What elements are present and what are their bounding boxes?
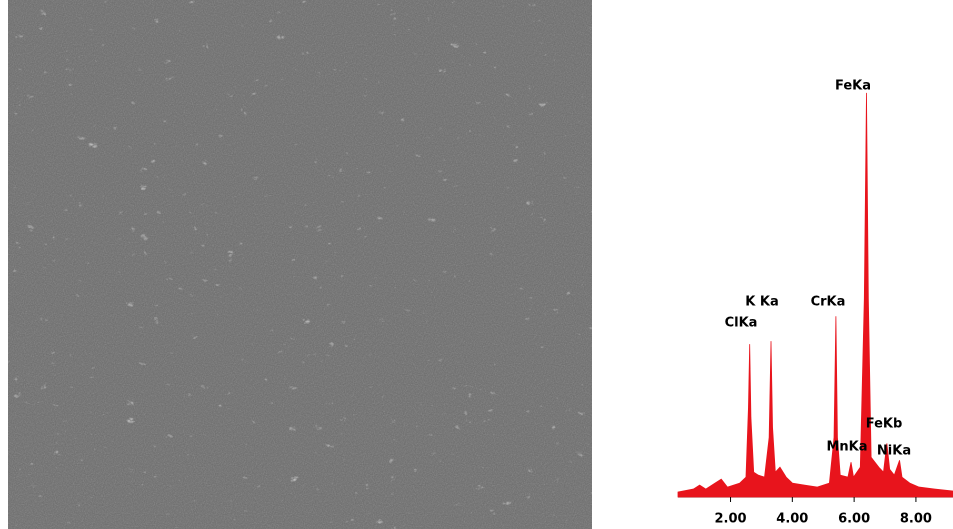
peak-label: NiKa [877,444,911,459]
x-tick-label: 2.00 [714,512,746,527]
x-tick-label: 8.00 [900,512,932,527]
peak-label: K Ka [745,295,778,310]
peak-label: MnKa [826,440,867,455]
peak-label: ClKa [725,316,758,331]
spectrum [677,92,953,498]
x-tick-label: 4.00 [776,512,808,527]
micrograph [8,0,592,529]
peak-label: CrKa [811,295,846,310]
peak-label: FeKa [835,79,871,94]
x-tick-label: 6.00 [838,512,870,527]
peak-label: FeKb [866,417,903,432]
